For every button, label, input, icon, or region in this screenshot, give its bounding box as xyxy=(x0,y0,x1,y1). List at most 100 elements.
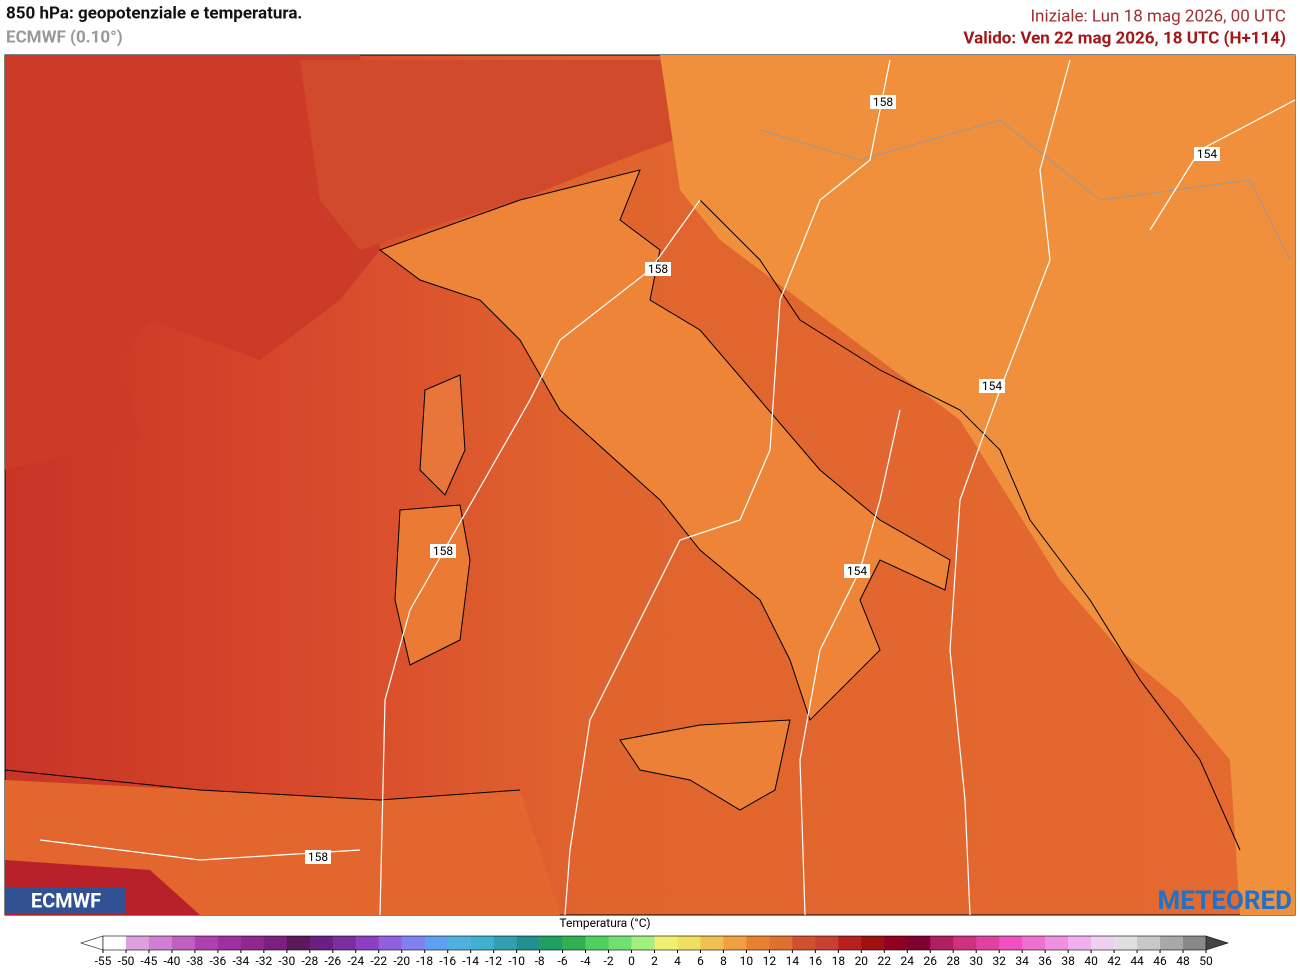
colorbar-segment xyxy=(608,936,632,950)
legend: -55 -50 -45 -40 -38 -36 -34 -32 -30 -28 -26 -24 -22-… xyxy=(80,935,1229,968)
colorbar-segment xyxy=(1022,936,1046,950)
colorbar-tick-label: 8 xyxy=(720,954,727,968)
colorbar-tick-label: 10 xyxy=(740,954,754,968)
colorbar-tick-label: 2 xyxy=(651,954,658,968)
colorbar-segment xyxy=(217,936,242,950)
colorbar-tick-label: -10 xyxy=(508,954,525,968)
coast-adriatic xyxy=(699,199,1241,851)
colorbar-tick-label: 44 xyxy=(1130,954,1144,968)
colorbar-tick-label: 36 xyxy=(1038,954,1052,968)
colorbar-tick-label: -28 xyxy=(301,954,318,968)
colorbar-segment xyxy=(953,936,977,950)
colorbar-tick-label: 30 xyxy=(969,954,983,968)
isohypse-label-bg xyxy=(1194,147,1220,161)
colorbar-tick-label: 18 xyxy=(832,954,846,968)
colorbar-tick-label: 38 xyxy=(1061,954,1075,968)
colorbar-segment xyxy=(746,936,770,950)
colorbar-tick-label: -30 xyxy=(278,954,295,968)
colorbar-segment xyxy=(815,936,839,950)
colorbar-tick-label: 22 xyxy=(878,954,892,968)
colorbar-segment xyxy=(103,936,127,950)
colorbar-segment xyxy=(263,936,288,950)
colorbar-segment xyxy=(378,936,403,950)
colorbar-tick-label: -14 xyxy=(462,954,479,968)
title: 850 hPa: geopotenziale e temperatura. xyxy=(6,3,302,23)
isohypse-label-bg xyxy=(844,564,870,578)
colorbar-segment xyxy=(976,936,1000,950)
colorbar-segment xyxy=(1045,936,1069,950)
colorbar-segment xyxy=(930,936,954,950)
colorbar-segment xyxy=(677,936,701,950)
valid-time: Valido: Ven 22 mag 2026, 18 UTC (H+114) xyxy=(963,28,1286,48)
isohypse-label: 158 xyxy=(873,95,893,109)
isohypse-label: 154 xyxy=(847,564,867,578)
colorbar-tick-label: 40 xyxy=(1084,954,1098,968)
colorbar-tick-label: -45 xyxy=(141,954,158,968)
colorbar-tick-label: -22 xyxy=(370,954,387,968)
colorbar-under xyxy=(80,935,104,951)
colorbar-segment xyxy=(907,936,931,950)
colorbar-segment xyxy=(769,936,793,950)
colorbar-segment xyxy=(470,936,494,950)
colorbar-tick-label: 12 xyxy=(763,954,777,968)
colorbar-segment xyxy=(1137,936,1161,950)
colorbar-segment xyxy=(516,936,540,950)
colorbar-tick-label: -38 xyxy=(187,954,204,968)
map: 158 154 158 154 158 154 158 ECMWF METEORED xyxy=(4,54,1296,916)
colorbar-segment xyxy=(884,936,908,950)
land-east xyxy=(660,55,1295,915)
colorbar-segment xyxy=(171,936,196,950)
land-west xyxy=(5,55,380,470)
isohypse-label: 158 xyxy=(648,262,668,276)
isohypse-label: 154 xyxy=(1197,147,1217,161)
colorbar-segment xyxy=(401,936,426,950)
colorbar-segment xyxy=(424,936,448,950)
isohypse-label: 158 xyxy=(308,850,328,864)
colorbar-tick-label: 0 xyxy=(628,954,635,968)
colorbar-segment xyxy=(355,936,380,950)
sicily xyxy=(619,719,791,811)
colorbar-segment xyxy=(700,936,724,950)
colorbar-segment xyxy=(1114,936,1138,950)
colorbar-segment xyxy=(493,936,517,950)
ecmwf-logo: ECMWF xyxy=(31,888,101,912)
legend-title: Temperatura (°C) xyxy=(559,916,650,930)
colorbar-over xyxy=(1205,935,1229,951)
colorbar-tick-label: 6 xyxy=(697,954,704,968)
colorbar-segment xyxy=(148,936,173,950)
colorbar-tick-label: 48 xyxy=(1176,954,1190,968)
corsica xyxy=(419,374,466,496)
colorbar-tick-label: 16 xyxy=(809,954,823,968)
isohypse-label: 154 xyxy=(982,379,1002,393)
colorbar-tick-label: 46 xyxy=(1153,954,1167,968)
colorbar-segment xyxy=(447,936,471,950)
meteored-logo: METEORED xyxy=(1158,886,1292,916)
colorbar-segment xyxy=(861,936,885,950)
colorbar-tick-label: 20 xyxy=(855,954,869,968)
colorbar-segment xyxy=(332,936,357,950)
colorbar-tick-label: -34 xyxy=(232,954,249,968)
colorbar-segment xyxy=(194,936,219,950)
colorbar-segment xyxy=(723,936,747,950)
coast-africa xyxy=(4,769,521,801)
colorbar-segment xyxy=(562,936,586,950)
colorbar-segment xyxy=(539,936,563,950)
colorbar-tick-label: 32 xyxy=(992,954,1006,968)
border xyxy=(759,119,1291,261)
colorbar-segment xyxy=(1068,936,1092,950)
colorbar-tick-label: -6 xyxy=(558,954,568,968)
colorbar-segment xyxy=(1183,936,1207,950)
colorbar-tick-label: -40 xyxy=(164,954,181,968)
colorbar-tick-label: -4 xyxy=(581,954,591,968)
init-time: Iniziale: Lun 18 mag 2026, 00 UTC xyxy=(1030,6,1286,26)
model: ECMWF (0.10°) xyxy=(6,27,123,47)
colorbar-tick-label: -36 xyxy=(209,954,226,968)
colorbar-segment xyxy=(1160,936,1184,950)
colorbar-tick-label: -20 xyxy=(393,954,410,968)
isohypse-label-bg xyxy=(979,379,1005,393)
isohypse-label-bg xyxy=(645,262,671,276)
colorbar-segment xyxy=(240,936,265,950)
isohypse-label-bg xyxy=(430,544,456,558)
